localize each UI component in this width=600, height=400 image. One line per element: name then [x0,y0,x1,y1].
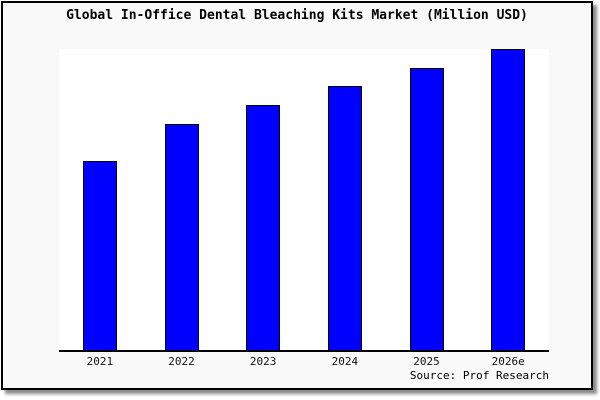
x-axis-tick-labels: 2021 2022 2023 2024 2025 2026e [59,356,549,368]
bar-slot [467,49,549,350]
bar-2021 [82,160,117,350]
tick-label-2026e: 2026e [491,355,525,368]
tick-label-2025: 2025 [413,355,440,368]
bar-2023 [246,105,281,350]
bars-container [59,49,549,350]
tick-label-2021: 2021 [86,355,114,368]
bar-2022 [164,123,199,350]
tick-label-2024: 2024 [331,355,359,368]
bar-2025 [409,67,444,350]
plot-area [59,49,549,352]
source-note: Source: Prof Research [409,369,549,382]
bar-slot [304,49,386,350]
bar-2024 [327,86,362,350]
bar-slot [59,49,141,350]
bar-slot [141,49,223,350]
chart-title: Global In-Office Dental Bleaching Kits M… [66,8,528,23]
bar-slot [222,49,304,350]
tick-label-2023: 2023 [249,355,277,368]
tick-label-2022: 2022 [168,355,195,368]
bar-slot [386,49,468,350]
bar-2026e [491,49,526,350]
chart-frame: Global In-Office Dental Bleaching Kits M… [1,1,593,390]
